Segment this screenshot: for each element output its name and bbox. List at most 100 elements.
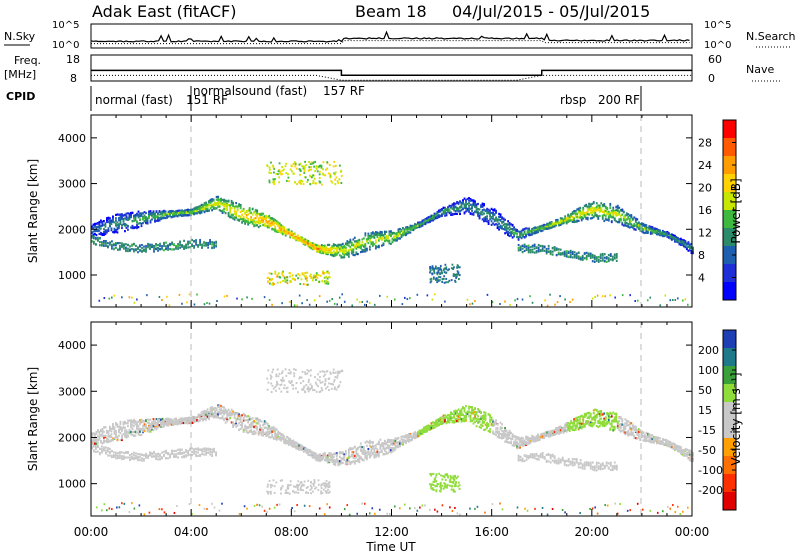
- echo-cell: [125, 429, 128, 432]
- cpid-strip: CPID normal (fast) 151 RF normalsound (f…: [6, 84, 642, 111]
- echo-cell: [92, 233, 95, 236]
- echo-cell: [338, 178, 341, 181]
- echo-cell: [423, 222, 425, 225]
- echo-cell: [481, 208, 484, 212]
- echo-cell: [399, 231, 401, 234]
- velocity-data: [91, 368, 694, 516]
- echo-cell: [514, 299, 516, 302]
- echo-cell: [386, 239, 389, 243]
- echo-cell: [97, 430, 99, 433]
- echo-cell: [319, 181, 322, 184]
- echo-cell: [450, 205, 452, 208]
- echo-cell: [155, 244, 157, 247]
- echo-cell: [272, 437, 275, 440]
- echo-cell: [535, 231, 538, 234]
- echo-cell: [215, 207, 218, 210]
- echo-cell: [220, 199, 223, 203]
- echo-cell: [176, 209, 179, 213]
- echo-cell: [217, 405, 220, 408]
- echo-cell: [312, 182, 314, 185]
- echo-cell: [582, 208, 585, 211]
- freq-unit: [MHz]: [4, 68, 36, 81]
- echo-cell: [209, 415, 212, 418]
- echo-cell: [316, 244, 319, 247]
- echo-cell: [164, 419, 167, 422]
- echo-cell: [166, 420, 168, 423]
- echo-cell: [303, 171, 306, 174]
- echo-cell: [103, 434, 105, 438]
- echo-cell: [365, 238, 368, 241]
- echo-cell: [326, 461, 329, 464]
- echo-cell: [561, 217, 564, 220]
- echo-cell: [179, 212, 182, 215]
- echo-cell: [173, 243, 175, 247]
- echo-cell: [355, 240, 358, 243]
- echo-cell: [329, 458, 332, 461]
- echo-cell: [601, 295, 604, 298]
- echo-cell: [454, 274, 457, 277]
- echo-cell: [161, 245, 163, 248]
- echo-cell: [368, 301, 371, 304]
- echo-cell: [310, 243, 313, 247]
- echo-cell: [541, 229, 544, 232]
- echo-cell: [322, 272, 325, 275]
- echo-cell: [439, 210, 442, 213]
- echo-cell: [575, 254, 578, 257]
- echo-cell: [332, 458, 335, 462]
- echo-cell: [283, 439, 286, 442]
- echo-cell: [453, 207, 455, 210]
- echo-cell: [501, 227, 503, 230]
- echo-cell: [181, 302, 183, 305]
- echo-cell: [313, 453, 316, 456]
- echo-cell: [217, 416, 220, 419]
- echo-cell: [593, 258, 596, 261]
- echo-cell: [334, 183, 337, 186]
- echo-cell: [101, 241, 103, 244]
- echo-cell: [311, 162, 313, 165]
- echo-cell: [312, 174, 314, 177]
- echo-cell: [251, 207, 254, 210]
- echo-cell: [215, 195, 218, 199]
- echo-cell: [187, 243, 189, 246]
- echo-cell: [554, 303, 556, 306]
- echo-cell: [94, 439, 96, 442]
- echo-cell: [188, 420, 191, 423]
- echo-cell: [455, 273, 458, 276]
- echo-cell: [130, 211, 132, 215]
- echo-cell: [595, 215, 598, 218]
- echo-cell: [397, 228, 400, 231]
- echo-cell: [100, 227, 102, 230]
- echo-cell: [352, 251, 355, 254]
- echo-cell: [328, 454, 331, 458]
- echo-cell: [598, 209, 601, 212]
- echo-cell: [281, 233, 284, 236]
- echo-cell: [519, 232, 522, 235]
- echo-cell: [571, 220, 574, 223]
- echo-cell: [657, 230, 660, 233]
- echo-cell: [163, 213, 165, 216]
- echo-cell: [239, 420, 242, 423]
- echo-cell: [434, 265, 437, 268]
- echo-cell: [92, 230, 95, 233]
- echo-cell: [306, 279, 309, 282]
- echo-cell: [110, 435, 113, 439]
- echo-cell: [309, 162, 312, 165]
- echo-cell: [230, 421, 233, 424]
- echo-cell: [465, 204, 467, 208]
- echo-cell: [471, 209, 473, 212]
- echo-cell: [424, 222, 427, 226]
- echo-cell: [184, 214, 186, 217]
- echo-cell: [592, 207, 595, 210]
- echo-cell: [154, 422, 156, 425]
- echo-cell: [278, 226, 281, 229]
- echo-cell: [253, 217, 256, 220]
- echo-cell: [688, 244, 691, 247]
- echo-cell: [331, 245, 334, 248]
- echo-cell: [230, 408, 233, 411]
- echo-cell: [539, 244, 542, 247]
- echo-cell: [583, 204, 586, 207]
- echo-cell: [185, 246, 187, 250]
- echo-cell: [262, 434, 265, 437]
- echo-cell: [319, 274, 322, 277]
- echo-cell: [519, 234, 522, 237]
